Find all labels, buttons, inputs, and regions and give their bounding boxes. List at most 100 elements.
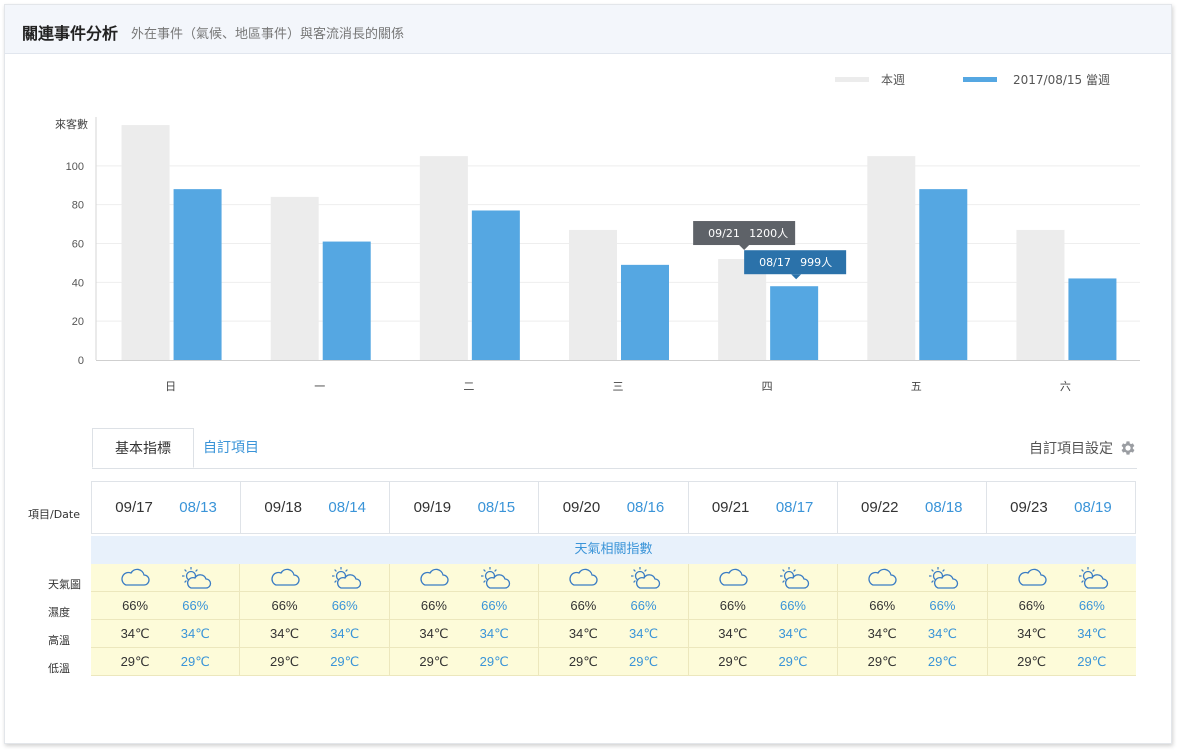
table-cell: [689, 564, 839, 591]
table-cell: 34℃ 34℃: [390, 620, 540, 647]
tab-basic-indicators[interactable]: 基本指標: [92, 428, 194, 468]
table-cell: 66% 66%: [838, 592, 988, 619]
y-tick-label: 0: [78, 355, 84, 367]
current-high-value: 34℃: [120, 625, 150, 641]
partly-sunny-icon: [775, 565, 811, 591]
y-tick-label: 100: [66, 161, 84, 173]
compare-low-value: 29℃: [927, 653, 957, 669]
compare-high-value: 34℃: [629, 625, 659, 641]
table-cell: [240, 564, 390, 591]
bar-current-week: [1016, 229, 1065, 360]
row-label-humidity: 濕度: [48, 606, 70, 619]
legend-swatch: [963, 77, 997, 82]
partly-sunny-icon: [924, 565, 960, 591]
current-date: 09/23: [1010, 499, 1048, 516]
bar-current-week: [718, 259, 767, 360]
current-date: 09/22: [860, 499, 899, 516]
compare-date: 08/19: [1074, 499, 1112, 516]
compare-low-value: 29℃: [629, 653, 659, 669]
current-high-value: 34℃: [568, 625, 598, 641]
table-cell: 66% 66%: [91, 592, 241, 619]
table-cell: [91, 564, 241, 591]
y-tick-label: 40: [72, 277, 84, 289]
table-cell: 29℃ 29℃: [390, 648, 540, 675]
cloudy-icon: [715, 565, 751, 591]
tab-custom-items[interactable]: 自訂項目: [203, 440, 259, 456]
current-low-value: 29℃: [867, 653, 897, 669]
tooltip-arrow: [739, 245, 750, 251]
date-column-header: 09/18 08/14: [241, 482, 391, 533]
current-date: 09/20: [562, 499, 601, 516]
y-axis-label: 來客數: [55, 117, 88, 131]
compare-date: 08/14: [328, 499, 366, 516]
partly-sunny-icon: [626, 565, 662, 591]
current-high-value: 34℃: [867, 625, 897, 641]
bar-current-week: [867, 156, 916, 360]
cloudy-icon: [565, 565, 601, 591]
date-column-header: 09/19 08/15: [390, 482, 540, 533]
y-tick-label: 60: [72, 239, 84, 251]
compare-high-value: 34℃: [1077, 625, 1107, 641]
compare-humidity-value: 66%: [929, 598, 956, 613]
compare-humidity-value: 66%: [1078, 598, 1105, 613]
current-low-value: 29℃: [419, 653, 449, 669]
bar-current-week: [121, 125, 170, 360]
cloudy-icon: [1014, 565, 1050, 591]
table-cell: 66% 66%: [539, 592, 689, 619]
panel-header: 關連事件分析 外在事件（氣候、地區事件）與客流消長的關係: [5, 5, 1171, 54]
table-row-humidity: 66% 66% 66% 66% 66% 66% 66% 66% 66% 66% 66% 66% 66% 6…: [91, 592, 1136, 620]
current-date: 09/21: [711, 499, 750, 516]
table-cell: 66% 66%: [988, 592, 1136, 619]
compare-high-value: 34℃: [927, 625, 957, 641]
bar-compare-week: [173, 189, 222, 360]
current-date: 09/18: [264, 499, 302, 516]
table-cell: 29℃ 29℃: [838, 648, 988, 675]
current-high-value: 34℃: [269, 625, 300, 641]
current-date: 09/19: [413, 499, 452, 516]
partly-sunny-icon: [476, 565, 512, 591]
tooltip-date: 08/17: [759, 256, 791, 269]
table-cell: 66% 66%: [240, 592, 390, 619]
compare-low-value: 29℃: [778, 653, 808, 669]
table-cell: 34℃ 34℃: [240, 620, 390, 647]
table-cell: 29℃ 29℃: [539, 648, 689, 675]
table-cell: 34℃ 34℃: [689, 620, 839, 647]
date-column-header: 09/22 08/18: [838, 482, 987, 533]
compare-humidity-value: 66%: [779, 598, 806, 613]
x-tick-label: 二: [463, 380, 474, 393]
compare-low-value: 29℃: [1077, 653, 1107, 669]
bar-compare-week: [919, 189, 968, 360]
custom-settings-button[interactable]: 自訂項目設定: [1029, 428, 1137, 468]
compare-low-value: 29℃: [479, 653, 509, 669]
indicator-tabs: 基本指標 自訂項目 自訂項目設定: [92, 428, 1137, 469]
page-subtitle: 外在事件（氣候、地區事件）與客流消長的關係: [131, 26, 405, 41]
current-humidity-value: 66%: [420, 598, 447, 613]
table-cell: [988, 564, 1136, 591]
table-cell: 29℃ 29℃: [988, 648, 1136, 675]
table-cell: 34℃ 34℃: [838, 620, 988, 647]
table-cell: [539, 564, 689, 591]
table-cell: 34℃ 34℃: [988, 620, 1136, 647]
compare-high-value: 34℃: [180, 625, 210, 641]
x-tick-label: 五: [911, 380, 922, 393]
row-label-low: 低溫: [48, 662, 70, 675]
compare-date: 08/13: [179, 499, 217, 516]
partly-sunny-icon: [327, 565, 363, 591]
table-cell: [390, 564, 540, 591]
bar-compare-week: [621, 264, 669, 360]
current-high-value: 34℃: [419, 625, 449, 641]
compare-humidity-value: 66%: [331, 598, 358, 613]
y-tick-label: 20: [72, 316, 84, 328]
cloudy-icon: [117, 565, 153, 591]
current-high-value: 34℃: [1017, 625, 1047, 641]
table-row-high: 34℃ 34℃ 34℃ 34℃ 34℃ 34℃ 34℃ 34℃ 34℃ 34℃ 34℃ 34℃ 34℃ 3…: [91, 620, 1136, 648]
table-cell: 29℃ 29℃: [91, 648, 241, 675]
bar-compare-week: [471, 210, 520, 360]
date-column-header: 09/20 08/16: [539, 482, 689, 533]
x-tick-label: 三: [613, 380, 624, 393]
bar-current-week: [270, 196, 319, 360]
cloudy-icon: [267, 565, 303, 591]
current-low-value: 29℃: [269, 653, 300, 669]
current-low-value: 29℃: [1017, 653, 1047, 669]
